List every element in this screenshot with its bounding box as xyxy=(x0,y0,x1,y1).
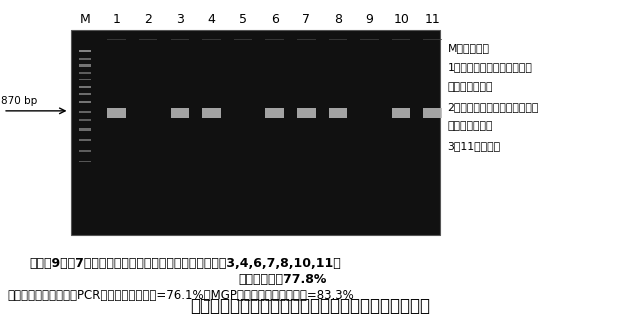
Text: 2: 2 xyxy=(144,12,152,26)
Bar xyxy=(392,39,410,40)
Bar xyxy=(139,39,157,40)
Bar xyxy=(265,108,284,118)
Bar xyxy=(79,78,91,80)
Text: 3: 3 xyxy=(176,12,184,26)
Text: 3〜11：若ダニ: 3〜11：若ダニ xyxy=(448,141,501,151)
Bar xyxy=(392,108,410,118)
Bar xyxy=(79,50,91,52)
Bar xyxy=(423,108,442,118)
Text: （陰性対照）: （陰性対照） xyxy=(448,121,493,131)
Bar xyxy=(79,58,91,60)
Bar xyxy=(202,108,221,118)
Bar xyxy=(297,108,316,118)
Bar xyxy=(107,108,126,118)
Text: 8: 8 xyxy=(334,12,342,26)
Text: 870 bp: 870 bp xyxy=(1,96,37,106)
Bar xyxy=(71,30,440,235)
Bar xyxy=(360,39,379,40)
Bar xyxy=(170,108,189,118)
Bar xyxy=(107,39,126,40)
Text: 原虫保有率＝77.8%: 原虫保有率＝77.8% xyxy=(239,273,327,286)
Text: 1: 1 xyxy=(113,12,120,26)
Bar xyxy=(79,111,91,113)
Text: 図２　簡易抽出法による若ダニ体内の原虫遺伝子検出: 図２ 簡易抽出法による若ダニ体内の原虫遺伝子検出 xyxy=(190,297,430,315)
Bar xyxy=(79,101,91,104)
Bar xyxy=(79,139,91,141)
Bar xyxy=(79,128,91,131)
Bar xyxy=(329,108,347,118)
Text: 9: 9 xyxy=(366,12,373,26)
Text: 4: 4 xyxy=(208,12,215,26)
Text: 5: 5 xyxy=(239,12,247,26)
Text: （陽性対照）: （陽性対照） xyxy=(448,82,493,92)
Text: 1：小型ピロ原虫感染牛血液: 1：小型ピロ原虫感染牛血液 xyxy=(448,62,533,72)
Bar xyxy=(79,86,91,88)
Text: 2：小型ピロ原虫非感染牛血液: 2：小型ピロ原虫非感染牛血液 xyxy=(448,102,539,112)
Bar xyxy=(79,160,91,162)
Text: 10: 10 xyxy=(393,12,409,26)
Bar xyxy=(297,39,316,40)
Bar xyxy=(423,39,442,40)
Text: 若ダニ9匹中7匹より原虫遺伝子が検出された　（レーン3,4,6,7,8,10,11）: 若ダニ9匹中7匹より原虫遺伝子が検出された （レーン3,4,6,7,8,10,1… xyxy=(30,257,342,271)
Text: M: M xyxy=(79,12,91,26)
Text: ＊同一群の若ダニは　PCR法では原虫保有率=76.1%、MGP染色法では原虫保有率=83.3%: ＊同一群の若ダニは PCR法では原虫保有率=76.1%、MGP染色法では原虫保有… xyxy=(7,289,354,302)
Text: M：マーカー: M：マーカー xyxy=(448,43,490,52)
Bar xyxy=(329,39,347,40)
Bar xyxy=(79,72,91,73)
Bar xyxy=(79,93,91,95)
Text: 6: 6 xyxy=(271,12,278,26)
Text: 7: 7 xyxy=(303,12,310,26)
Bar xyxy=(170,39,189,40)
Bar xyxy=(265,39,284,40)
Bar xyxy=(79,119,91,120)
Bar xyxy=(202,39,221,40)
Bar xyxy=(234,39,252,40)
Text: 11: 11 xyxy=(425,12,441,26)
Bar xyxy=(79,150,91,152)
Bar xyxy=(79,64,91,67)
